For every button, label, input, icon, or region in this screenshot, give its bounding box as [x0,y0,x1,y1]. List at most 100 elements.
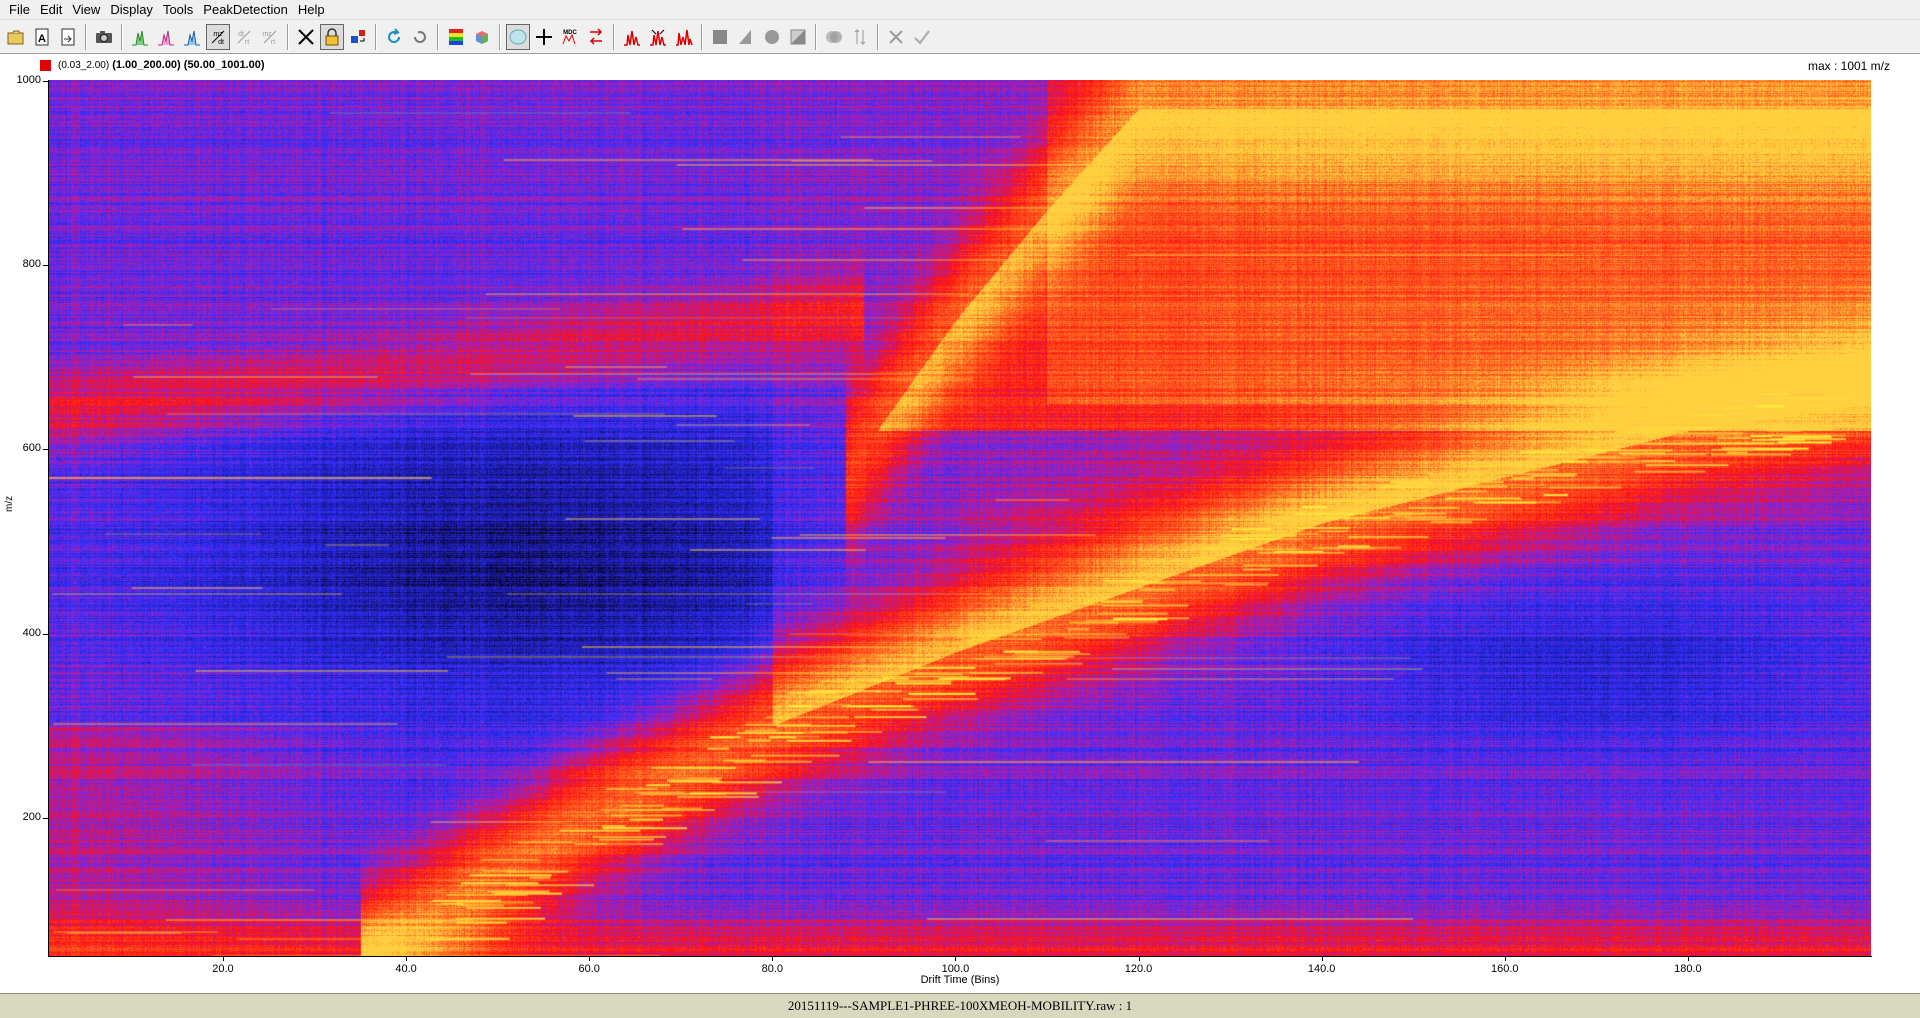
open-folder-button[interactable] [4,24,28,50]
arrows-icon [586,27,606,47]
y-tick [43,449,48,451]
legend-ranges: (0.03_2.00) (1.00_200.00) (50.00_1001.00… [58,59,265,71]
mdc-button[interactable]: MDC [558,24,582,50]
mz-dt-icon: mz dt [208,27,228,47]
x-tick [955,956,957,961]
undo-button[interactable] [408,24,432,50]
legend-range-1: (0.03_2.00) [58,60,110,71]
menu-help[interactable]: Help [297,2,325,17]
mz-rt-button[interactable]: mz rt [258,24,282,50]
menu-display[interactable]: Display [110,2,153,17]
dt-rt-button[interactable]: dt rt [232,24,256,50]
crosshair-x-icon [296,27,316,47]
peaks-button[interactable] [620,24,644,50]
x-tick-label: 40.0 [395,963,417,975]
triangle-gray-button[interactable] [734,24,758,50]
toolbar-separator [121,23,123,50]
square-gray-icon [710,27,730,47]
updown-button[interactable] [848,24,872,50]
spectrum-green-icon [130,27,150,47]
cancel-button[interactable] [884,24,908,50]
toolbar-separator [375,23,377,50]
x-tick-label: 20.0 [212,963,234,975]
menu-edit[interactable]: Edit [39,2,63,17]
color-palette-icon [446,27,466,47]
check-button[interactable] [910,24,934,50]
x-tick [772,956,774,961]
x-tick-label: 60.0 [578,963,600,975]
y-tick-label: 400 [22,626,41,639]
spectrum-blue-icon [182,27,202,47]
x-tick-label: 180.0 [1674,963,1702,975]
svg-text:dt: dt [238,31,244,38]
y-tick-label: 200 [22,810,41,823]
legend-range-3: (50.00_1001.00) [183,59,265,71]
svg-text:dt: dt [218,39,224,46]
toolbar-separator [815,23,817,50]
half-square-gray-icon [788,27,808,47]
arrows-button[interactable] [584,24,608,50]
peaks-split-icon [648,27,668,47]
x-axis-line [48,956,1872,957]
mobility-heatmap-canvas[interactable] [49,80,1871,956]
svg-text:rt: rt [271,39,275,46]
menu-bar: File Edit View Display Tools PeakDetection Hel… [0,0,1920,19]
cube-button[interactable] [470,24,494,50]
crosshair-x-button[interactable] [294,24,318,50]
color-palette-button[interactable] [444,24,468,50]
check-icon [912,27,932,47]
dt-rt-icon: dt rt [234,27,254,47]
lock-button[interactable] [320,23,344,50]
status-file-name: 20151119---SAMPLE1-PHREE-100XMEOH-MOBILI… [787,998,1133,1013]
y-tick [43,80,48,82]
x-tick [406,956,408,961]
square-gray-button[interactable] [708,24,732,50]
svg-text:mz: mz [213,31,223,38]
toolbar-separator [701,23,703,50]
peaks-multi-icon [674,27,694,47]
mz-rt-icon: mz rt [260,27,280,47]
x-tick [1321,956,1323,961]
menu-file[interactable]: File [9,2,30,17]
x-tick-label: 100.0 [941,963,970,975]
refresh-button[interactable] [382,24,406,50]
camera-button[interactable] [92,24,116,50]
swap-button[interactable] [346,24,370,50]
toolbar-separator [287,23,289,50]
peaks-split-button[interactable] [646,24,670,50]
y-tick-label: 600 [22,442,41,455]
spectrum-blue-button[interactable] [180,24,204,50]
mdc-icon: MDC [560,27,580,47]
legend-color-swatch [40,60,51,71]
x-axis-title: Drift Time (Bins) [920,974,1000,986]
toolbar-separator [85,23,87,50]
spectrum-pink-button[interactable] [154,24,178,50]
y-tick [43,633,48,635]
document-a-button[interactable]: A [30,24,54,50]
x-tick-label: 80.0 [761,963,783,975]
refresh-icon [384,27,404,47]
x-tick [1687,956,1689,961]
peaks-multi-button[interactable] [672,24,696,50]
overlap-circles-icon [824,27,844,47]
x-tick [222,956,224,961]
menu-peakdetection[interactable]: PeakDetection [203,2,288,17]
menu-view[interactable]: View [72,2,101,17]
legend-range-2: (1.00_200.00) [112,59,181,71]
lock-icon [322,27,342,47]
mz-dt-button[interactable]: mz dt [206,23,230,50]
toolbar-separator [499,23,501,50]
export-button[interactable] [56,24,80,50]
half-square-gray-button[interactable] [786,24,810,50]
cube-icon [472,27,492,47]
spectrum-green-button[interactable] [128,24,152,50]
circle-gray-button[interactable] [760,24,784,50]
svg-text:rt: rt [245,39,249,46]
lens-button[interactable] [506,23,530,50]
y-axis-title: m/z [4,495,15,512]
toolbar-separator [877,23,879,50]
overlap-circles-button[interactable] [822,24,846,50]
export-icon [58,27,78,47]
menu-tools[interactable]: Tools [162,2,194,17]
crosshair-plus-button[interactable] [532,24,556,50]
